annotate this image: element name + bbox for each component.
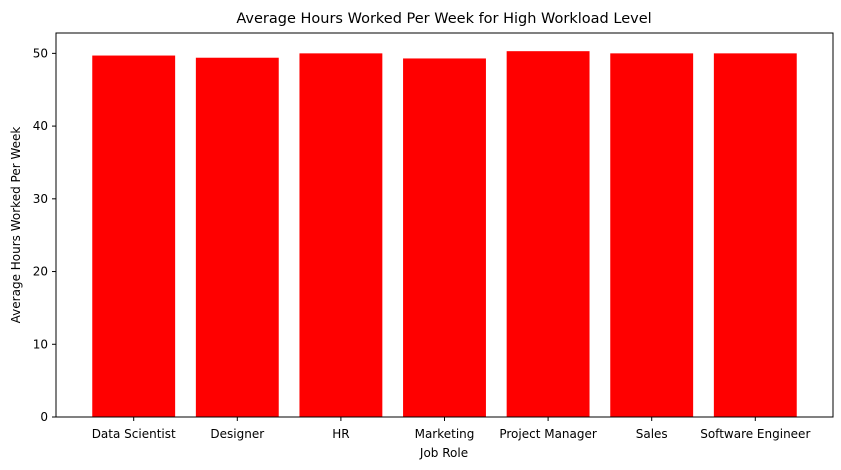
y-axis-label: Average Hours Worked Per Week bbox=[9, 127, 23, 324]
x-axis-label: Job Role bbox=[419, 446, 468, 460]
x-tick-label: Project Manager bbox=[499, 427, 597, 441]
x-tick-label: Marketing bbox=[415, 427, 475, 441]
x-axis: Data Scientist Designer HR Marketing Project… bbox=[92, 417, 810, 441]
x-tick-label: HR bbox=[332, 427, 349, 441]
bar-hr bbox=[299, 53, 383, 417]
chart-title: Average Hours Worked Per Week for High W… bbox=[236, 11, 651, 27]
y-tick-label: 10 bbox=[33, 337, 48, 351]
x-tick-label: Software Engineer bbox=[700, 427, 810, 441]
x-tick-label: Data Scientist bbox=[92, 427, 176, 441]
y-tick-label: 30 bbox=[33, 192, 48, 206]
bar-data-scientist bbox=[92, 55, 176, 417]
y-tick-label: 20 bbox=[33, 265, 48, 279]
bar-marketing bbox=[403, 58, 486, 418]
y-tick-label: 0 bbox=[40, 410, 48, 424]
bar-software-engineer bbox=[713, 53, 797, 417]
bar-designer bbox=[195, 57, 279, 418]
x-tick-label: Sales bbox=[636, 427, 668, 441]
y-tick-label: 40 bbox=[33, 119, 48, 133]
bar-project-manager bbox=[506, 51, 590, 417]
bars-group bbox=[92, 51, 797, 418]
x-tick-label: Designer bbox=[210, 427, 264, 441]
y-axis: 0 10 20 30 40 50 bbox=[33, 46, 56, 424]
y-tick-label: 50 bbox=[33, 46, 48, 60]
bar-sales bbox=[610, 53, 694, 417]
